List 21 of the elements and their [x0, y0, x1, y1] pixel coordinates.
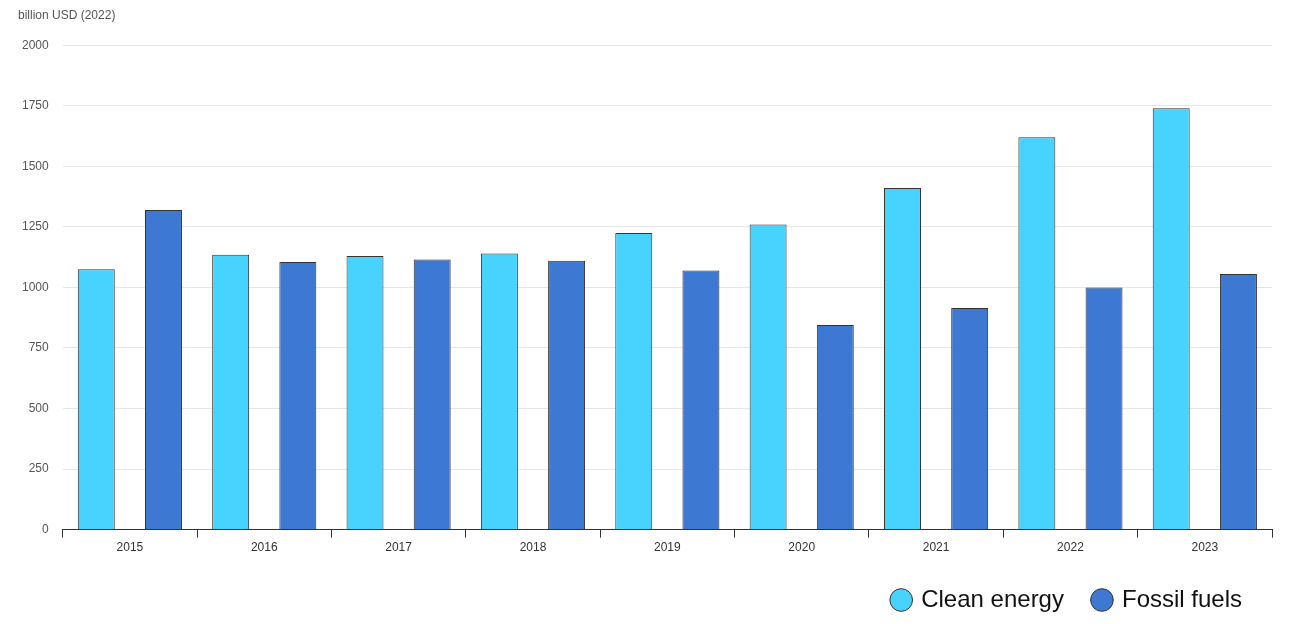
- x-tick-label: 2016: [250, 540, 278, 555]
- y-tick-label: 1250: [21, 219, 50, 234]
- x-tick-label: 2018: [519, 540, 547, 555]
- legend-label: Clean energy: [921, 584, 1064, 612]
- x-tick-label: 2019: [654, 540, 682, 555]
- y-tick-label: 1750: [21, 98, 50, 113]
- x-tick-label: 2017: [385, 540, 413, 555]
- x-tick-label: 2021: [922, 540, 950, 555]
- y-axis-title: billion USD (2022): [18, 8, 117, 24]
- y-tick-label: 750: [28, 340, 50, 355]
- x-tick-label: 2015: [116, 540, 144, 555]
- y-tick-label: 1500: [21, 158, 50, 173]
- y-tick-label: 0: [42, 521, 50, 536]
- x-tick-label: 2020: [788, 540, 816, 555]
- y-tick-label: 2000: [21, 37, 50, 52]
- y-tick-label: 1000: [21, 279, 50, 294]
- x-tick-label: 2022: [1057, 540, 1085, 555]
- legend-label: Fossil fuels: [1121, 584, 1243, 612]
- y-tick-label: 500: [28, 400, 50, 415]
- x-tick-label: 2023: [1191, 540, 1219, 555]
- y-tick-label: 250: [28, 461, 50, 476]
